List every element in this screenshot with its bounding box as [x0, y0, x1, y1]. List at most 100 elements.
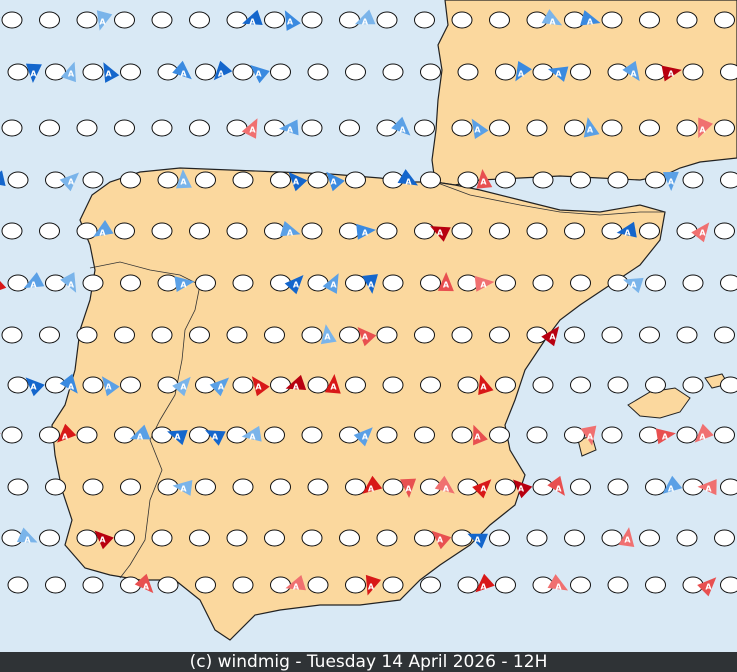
arrow-head: [251, 376, 270, 397]
station: [376, 529, 398, 547]
arrow-label: A: [518, 485, 525, 494]
station: [301, 326, 323, 344]
arrow-label: A: [587, 433, 594, 442]
station-dot: [307, 171, 329, 189]
arrow-label: A: [699, 433, 706, 442]
station-dot: [607, 478, 629, 496]
station: [676, 11, 698, 29]
arrow-label: A: [99, 229, 106, 238]
station: [151, 119, 173, 137]
station: A: [467, 529, 510, 549]
wind-arrow: [618, 527, 635, 548]
station-dot: [376, 529, 398, 547]
station: [151, 529, 173, 547]
station-dot: [489, 11, 510, 29]
arrow-label: A: [212, 433, 219, 442]
station-dot: [607, 576, 629, 594]
station: [7, 376, 29, 394]
arrow-label: A: [68, 281, 75, 290]
station: [114, 326, 135, 344]
station: [607, 478, 629, 496]
arrow-head: [478, 374, 494, 395]
station: [270, 478, 291, 496]
station: A: [288, 171, 329, 192]
station-dot: [345, 63, 366, 81]
wind-arrow: [467, 533, 488, 549]
station: [526, 222, 548, 240]
station-dot: [601, 222, 623, 240]
station-dot: [639, 11, 660, 29]
wind-arrow: [59, 373, 78, 394]
station-dot: [420, 63, 441, 81]
station: A: [353, 426, 398, 447]
station: [414, 326, 435, 344]
wind-arrow: [241, 425, 262, 442]
station-dot: [376, 222, 398, 240]
station-dot: [301, 11, 323, 29]
arrow-head: [288, 171, 308, 192]
station: A: [397, 169, 441, 189]
arrow-head: [285, 374, 307, 390]
station: [532, 171, 554, 189]
station-dot: [345, 576, 366, 594]
station-dot: [451, 326, 473, 344]
station: [232, 576, 254, 594]
station: A: [472, 478, 516, 499]
station: [45, 576, 66, 594]
arrow-label: A: [255, 383, 262, 392]
station-dot: [570, 274, 591, 292]
arrow-label: A: [624, 229, 631, 238]
arrow-label: A: [287, 18, 294, 27]
station-dot: [120, 274, 141, 292]
station: A: [279, 119, 323, 137]
station: A: [431, 529, 473, 550]
portugal-border: [89, 261, 201, 579]
station-dot: [720, 576, 737, 594]
arrow-label: A: [555, 583, 562, 592]
station: [714, 326, 735, 344]
station-dot: [564, 11, 585, 29]
station-dot: [301, 222, 323, 240]
station-dot: [270, 171, 291, 189]
wind-arrow: [353, 427, 373, 447]
station-dot: [226, 222, 248, 240]
station-dot: [270, 478, 291, 496]
station: [151, 326, 173, 344]
station-dot: [639, 222, 660, 240]
arrow-head: [59, 373, 78, 394]
station: [676, 326, 698, 344]
station: A: [434, 475, 479, 496]
arrow-head: [174, 276, 195, 293]
arrow-head: [655, 428, 676, 445]
wind-arrow: [101, 376, 120, 397]
station-dot: [645, 478, 666, 496]
station: [601, 326, 623, 344]
station: [76, 11, 98, 29]
station: [532, 376, 554, 394]
arrow-label: A: [699, 126, 706, 135]
arrow-label: A: [30, 70, 37, 79]
station-dot: [414, 222, 435, 240]
station-dot: [195, 274, 216, 292]
wind-arrow: [280, 221, 301, 237]
station-dot: [76, 326, 98, 344]
station-dot: [601, 326, 623, 344]
station: [39, 11, 60, 29]
arrow-label: A: [293, 178, 300, 187]
station: [232, 478, 254, 496]
station: [414, 11, 435, 29]
wind-arrow: [356, 223, 376, 240]
station: A: [241, 425, 285, 444]
station: [195, 576, 216, 594]
station-dot: [114, 222, 135, 240]
arrow-label: A: [362, 18, 369, 27]
station-dot: [157, 576, 179, 594]
arrow-head: [23, 272, 45, 289]
arrow-head: [60, 61, 76, 83]
station: [120, 478, 141, 496]
station-dot: [714, 326, 735, 344]
station: [645, 171, 666, 189]
station-dot: [339, 119, 360, 137]
station: A: [103, 62, 141, 83]
